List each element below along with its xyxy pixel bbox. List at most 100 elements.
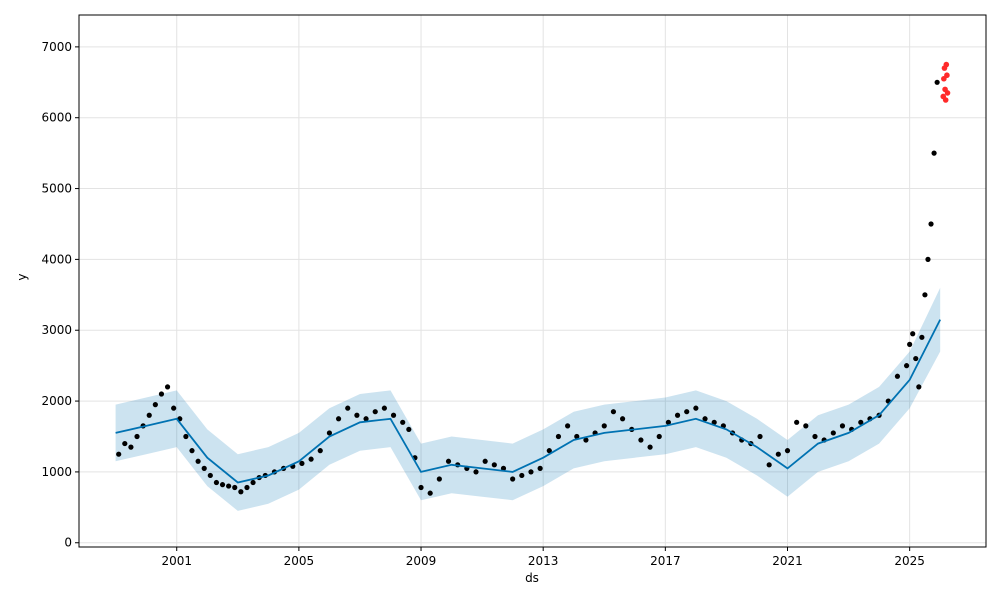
observed-point-44 [436,476,442,482]
observed-point-94 [894,373,901,379]
observed-point-85 [812,433,818,440]
y-tick-label-2: 2000 [41,394,72,408]
observed-point-50 [491,462,497,468]
observed-point-90 [858,419,864,425]
observed-point-97 [910,331,916,337]
observed-point-87 [830,430,836,436]
observed-point-59 [574,433,580,440]
uncertainty-band [115,287,941,511]
x-tick-label-0: 2001 [161,554,192,568]
observed-point-52 [510,476,516,482]
y-tick-label-6: 6000 [41,111,72,125]
observed-point-95 [903,363,910,369]
observed-point-69 [665,419,671,425]
observed-point-0 [116,451,122,457]
observed-point-63 [610,409,617,415]
observed-point-14 [201,465,207,471]
observed-point-17 [219,482,226,488]
x-tick-label-5: 2021 [772,554,803,568]
observed-point-28 [299,460,305,467]
observed-point-49 [482,458,488,464]
observed-point-9 [171,405,177,411]
y-tick-label-4: 4000 [41,252,72,266]
y-tick-label-7: 7000 [41,40,72,54]
observed-point-19 [232,484,238,491]
observed-point-31 [326,430,333,436]
observed-point-72 [693,405,699,411]
observed-point-58 [565,423,571,429]
observed-point-20 [238,489,244,495]
observed-point-73 [702,416,708,422]
observed-point-29 [308,456,314,462]
x-axis-label: ds [525,571,539,585]
observed-point-40 [406,426,412,433]
observed-point-42 [418,484,424,491]
observed-point-82 [784,448,791,454]
observed-point-105 [934,79,940,85]
y-axis-label: y [15,273,29,280]
highlight-point-5 [943,61,950,68]
observed-point-84 [803,423,809,429]
observed-point-67 [647,444,653,450]
observed-point-71 [684,409,690,415]
x-tick-label-3: 2013 [528,554,559,568]
observed-point-98 [913,355,919,362]
observed-point-53 [519,472,525,479]
highlight-point-4 [942,97,949,103]
observed-point-51 [500,465,507,471]
observed-point-99 [916,384,922,390]
observed-point-22 [250,479,256,486]
observed-point-103 [928,221,934,227]
observed-point-48 [473,469,479,475]
observed-point-74 [711,419,717,425]
observed-point-3 [134,433,140,440]
observed-point-34 [354,412,360,418]
observed-point-101 [922,292,928,298]
observed-point-55 [537,465,543,471]
observed-point-5 [146,412,152,418]
observed-point-33 [345,405,351,411]
observed-point-66 [638,437,644,443]
observed-point-11 [183,433,189,440]
observed-point-13 [195,458,201,464]
observed-point-104 [931,150,937,156]
axes-frame [78,14,987,548]
observed-point-45 [445,458,452,464]
observed-point-100 [919,334,925,340]
observed-point-35 [363,416,369,422]
observed-point-30 [317,448,323,454]
y-tick-label-3: 3000 [41,323,72,337]
x-tick-label-4: 2017 [650,554,681,568]
observed-point-102 [925,256,931,262]
observed-point-80 [766,462,772,468]
highlight-point-7 [944,90,951,96]
y-tick-label-5: 5000 [41,182,72,196]
observed-point-21 [244,484,250,491]
observed-point-15 [207,472,213,479]
observed-point-60 [583,437,589,443]
x-tick-label-2: 2009 [406,554,437,568]
observed-point-88 [839,423,846,429]
x-tick-label-6: 2025 [894,554,925,568]
observed-point-7 [158,391,165,397]
y-tick-label-0: 0 [64,536,72,550]
observed-point-16 [213,479,220,486]
observed-point-79 [757,433,763,440]
observed-point-8 [164,384,171,390]
observed-point-56 [546,448,552,454]
observed-point-2 [128,444,134,450]
x-tick-label-1: 2005 [284,554,315,568]
observed-point-43 [427,490,433,496]
observed-point-38 [390,412,397,418]
observed-point-70 [674,412,681,418]
trend-line [115,319,942,484]
observed-point-32 [335,416,342,422]
observed-point-64 [619,416,626,422]
observed-point-6 [152,402,158,408]
observed-point-12 [189,448,195,454]
observed-point-62 [601,423,607,429]
observed-point-36 [372,409,378,415]
observed-point-83 [794,419,800,425]
observed-point-57 [555,433,562,440]
